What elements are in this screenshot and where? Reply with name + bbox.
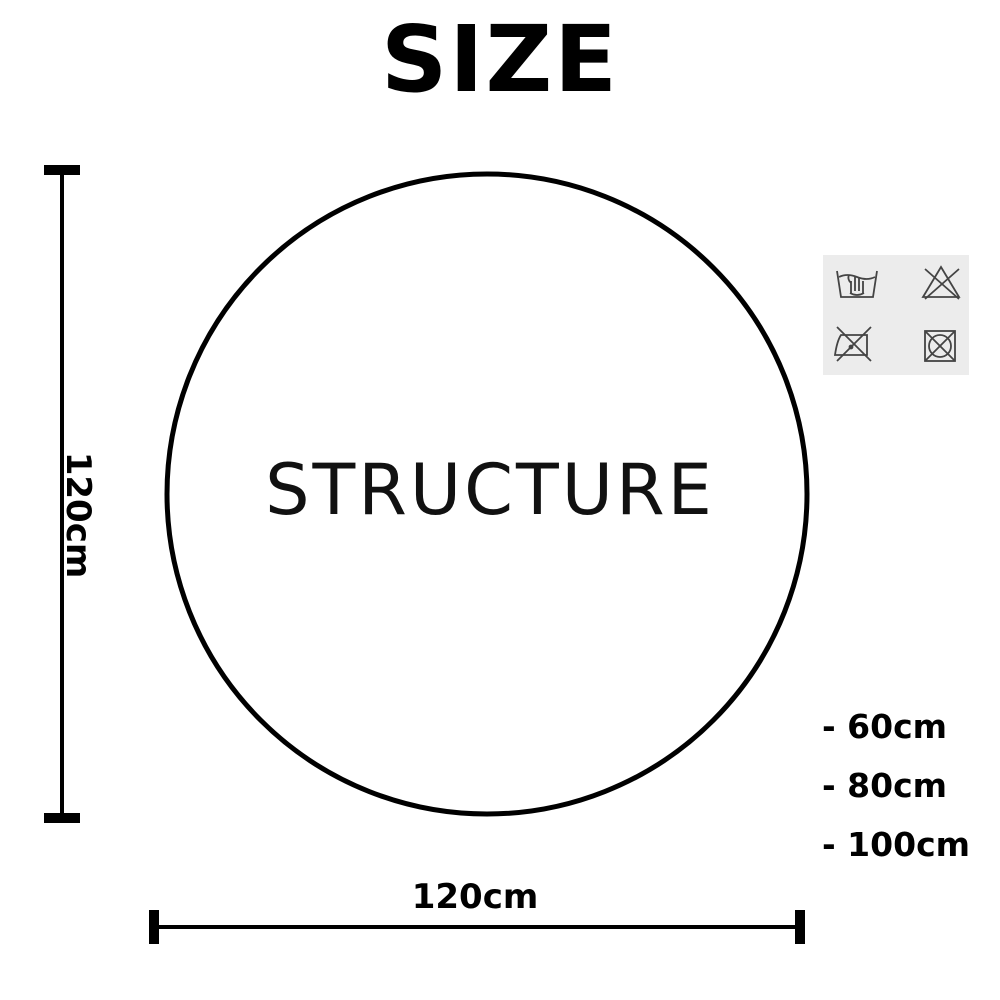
- size-option: - 60cm: [822, 707, 948, 746]
- product-circle-outline: [164, 171, 810, 817]
- height-dimension-label: 120cm: [58, 451, 98, 579]
- do-not-iron-icon: [833, 326, 872, 362]
- structure-label: STRUCTURE: [265, 449, 715, 531]
- page-title: SIZE: [380, 6, 620, 113]
- do-not-tumble-dry-icon: [924, 330, 956, 362]
- vertical-dimension-line: [44, 165, 80, 823]
- size-option: - 80cm: [822, 766, 948, 805]
- width-dimension-label: 120cm: [411, 877, 539, 917]
- size-options-list: - 60cm - 80cm - 100cm: [822, 697, 970, 874]
- do-not-bleach-icon: [921, 265, 961, 300]
- hand-wash-icon: [836, 270, 878, 298]
- horizontal-dimension-line: [149, 910, 805, 944]
- care-symbols-panel: [823, 255, 969, 375]
- size-option: - 100cm: [822, 825, 971, 864]
